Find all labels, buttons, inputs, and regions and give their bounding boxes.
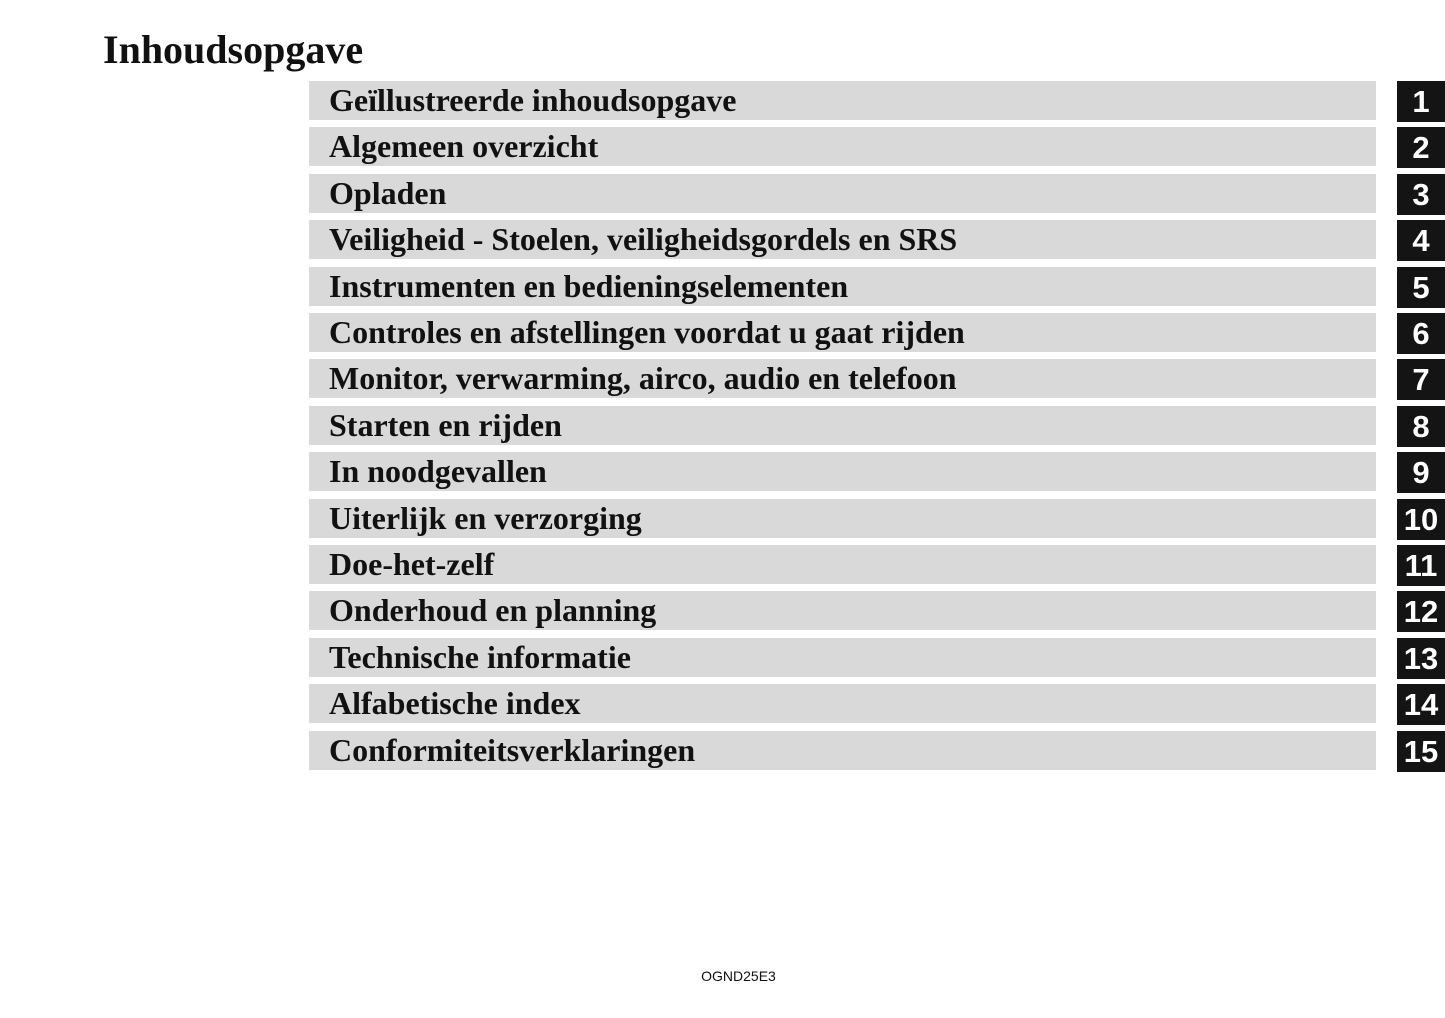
toc-entry[interactable]: Onderhoud en planning 12 [0, 591, 1445, 633]
chapter-number-tab[interactable]: 7 [1397, 359, 1445, 401]
toc-entry-label: Technische informatie [329, 638, 631, 675]
toc-entry[interactable]: Veiligheid - Stoelen, veiligheidsgordels… [0, 220, 1445, 262]
toc-entry-bar [309, 684, 1376, 724]
toc-entry-label: Conformiteitsverklaringen [329, 731, 696, 768]
chapter-number-tab[interactable]: 9 [1397, 452, 1445, 494]
toc-entry-label: Algemeen overzicht [329, 128, 599, 165]
toc-entry-label: Veiligheid - Stoelen, veiligheidsgordels… [329, 221, 958, 258]
toc-entry-bar [309, 173, 1376, 213]
toc-entry-label: Controles en afstellingen voordat u gaat… [329, 314, 965, 350]
toc-entry[interactable]: Algemeen overzicht 2 [0, 127, 1445, 169]
document-code: OGND25E3 [701, 968, 776, 984]
chapter-number-tab[interactable]: 12 [1397, 591, 1445, 633]
toc-entry[interactable]: Opladen 3 [0, 173, 1445, 215]
toc-entry-label: Alfabetische index [329, 685, 581, 722]
toc-entry[interactable]: Alfabetische index 14 [0, 684, 1445, 726]
chapter-number-tab[interactable]: 3 [1397, 173, 1445, 215]
chapter-number-tab[interactable]: 2 [1397, 127, 1445, 169]
toc-entry-label: Monitor, verwarming, airco, audio en tel… [329, 360, 957, 397]
toc-entry-bar [309, 545, 1376, 584]
toc-entry[interactable]: Controles en afstellingen voordat u gaat… [0, 313, 1445, 354]
toc-entry-bar [309, 266, 1376, 306]
toc-entry-label: Opladen [329, 174, 447, 211]
chapter-number-tab[interactable]: 1 [1397, 81, 1445, 122]
toc-entry-label: Onderhoud en planning [329, 592, 657, 629]
toc-entry[interactable]: Instrumenten en bedieningselementen 5 [0, 266, 1445, 308]
chapter-number-tab[interactable]: 11 [1397, 545, 1445, 586]
toc-entry[interactable]: In noodgevallen 9 [0, 452, 1445, 494]
toc-entry-bar [309, 591, 1376, 631]
toc-entry[interactable]: Doe-het-zelf 11 [0, 545, 1445, 586]
toc-entry-bar [309, 452, 1376, 492]
toc-entry-bar [309, 220, 1376, 260]
chapter-number-tab[interactable]: 6 [1397, 313, 1445, 354]
chapter-number-tab[interactable]: 10 [1397, 498, 1445, 540]
chapter-number-tab[interactable]: 14 [1397, 684, 1445, 726]
toc-entry-bar [309, 313, 1376, 352]
toc-entry[interactable]: Starten en rijden 8 [0, 405, 1445, 447]
chapter-number-tab[interactable]: 8 [1397, 405, 1445, 447]
page-title: Inhoudsopgave [103, 27, 364, 72]
toc-entry[interactable]: Geïllustreerde inhoudsopgave 1 [0, 81, 1445, 122]
toc-entry[interactable]: Monitor, verwarming, airco, audio en tel… [0, 359, 1445, 401]
toc-entry[interactable]: Uiterlijk en verzorging 10 [0, 498, 1445, 540]
chapter-number-tab[interactable]: 15 [1397, 730, 1445, 772]
toc-entry-bar [309, 637, 1376, 677]
toc-entry[interactable]: Technische informatie 13 [0, 637, 1445, 679]
toc-entry-bar [309, 405, 1376, 445]
toc-entry-bar [309, 359, 1376, 399]
toc-entry-label: Geïllustreerde inhoudsopgave [329, 82, 737, 118]
chapter-number-tab[interactable]: 13 [1397, 637, 1445, 679]
toc-entry-bar [309, 81, 1376, 120]
toc-entry-label: Doe-het-zelf [329, 546, 495, 582]
toc-entry-bar [309, 498, 1376, 538]
toc-entry-bar [309, 127, 1376, 167]
chapter-number-tab[interactable]: 4 [1397, 220, 1445, 262]
toc-entry[interactable]: Conformiteitsverklaringen 15 [0, 730, 1445, 772]
toc-entry-label: Instrumenten en bedieningselementen [329, 267, 849, 304]
toc-entry-label: Starten en rijden [329, 406, 562, 443]
toc-entry-label: Uiterlijk en verzorging [329, 499, 642, 536]
toc-entry-bar [309, 730, 1376, 770]
chapter-number-tab[interactable]: 5 [1397, 266, 1445, 308]
toc-entry-label: In noodgevallen [329, 453, 547, 490]
